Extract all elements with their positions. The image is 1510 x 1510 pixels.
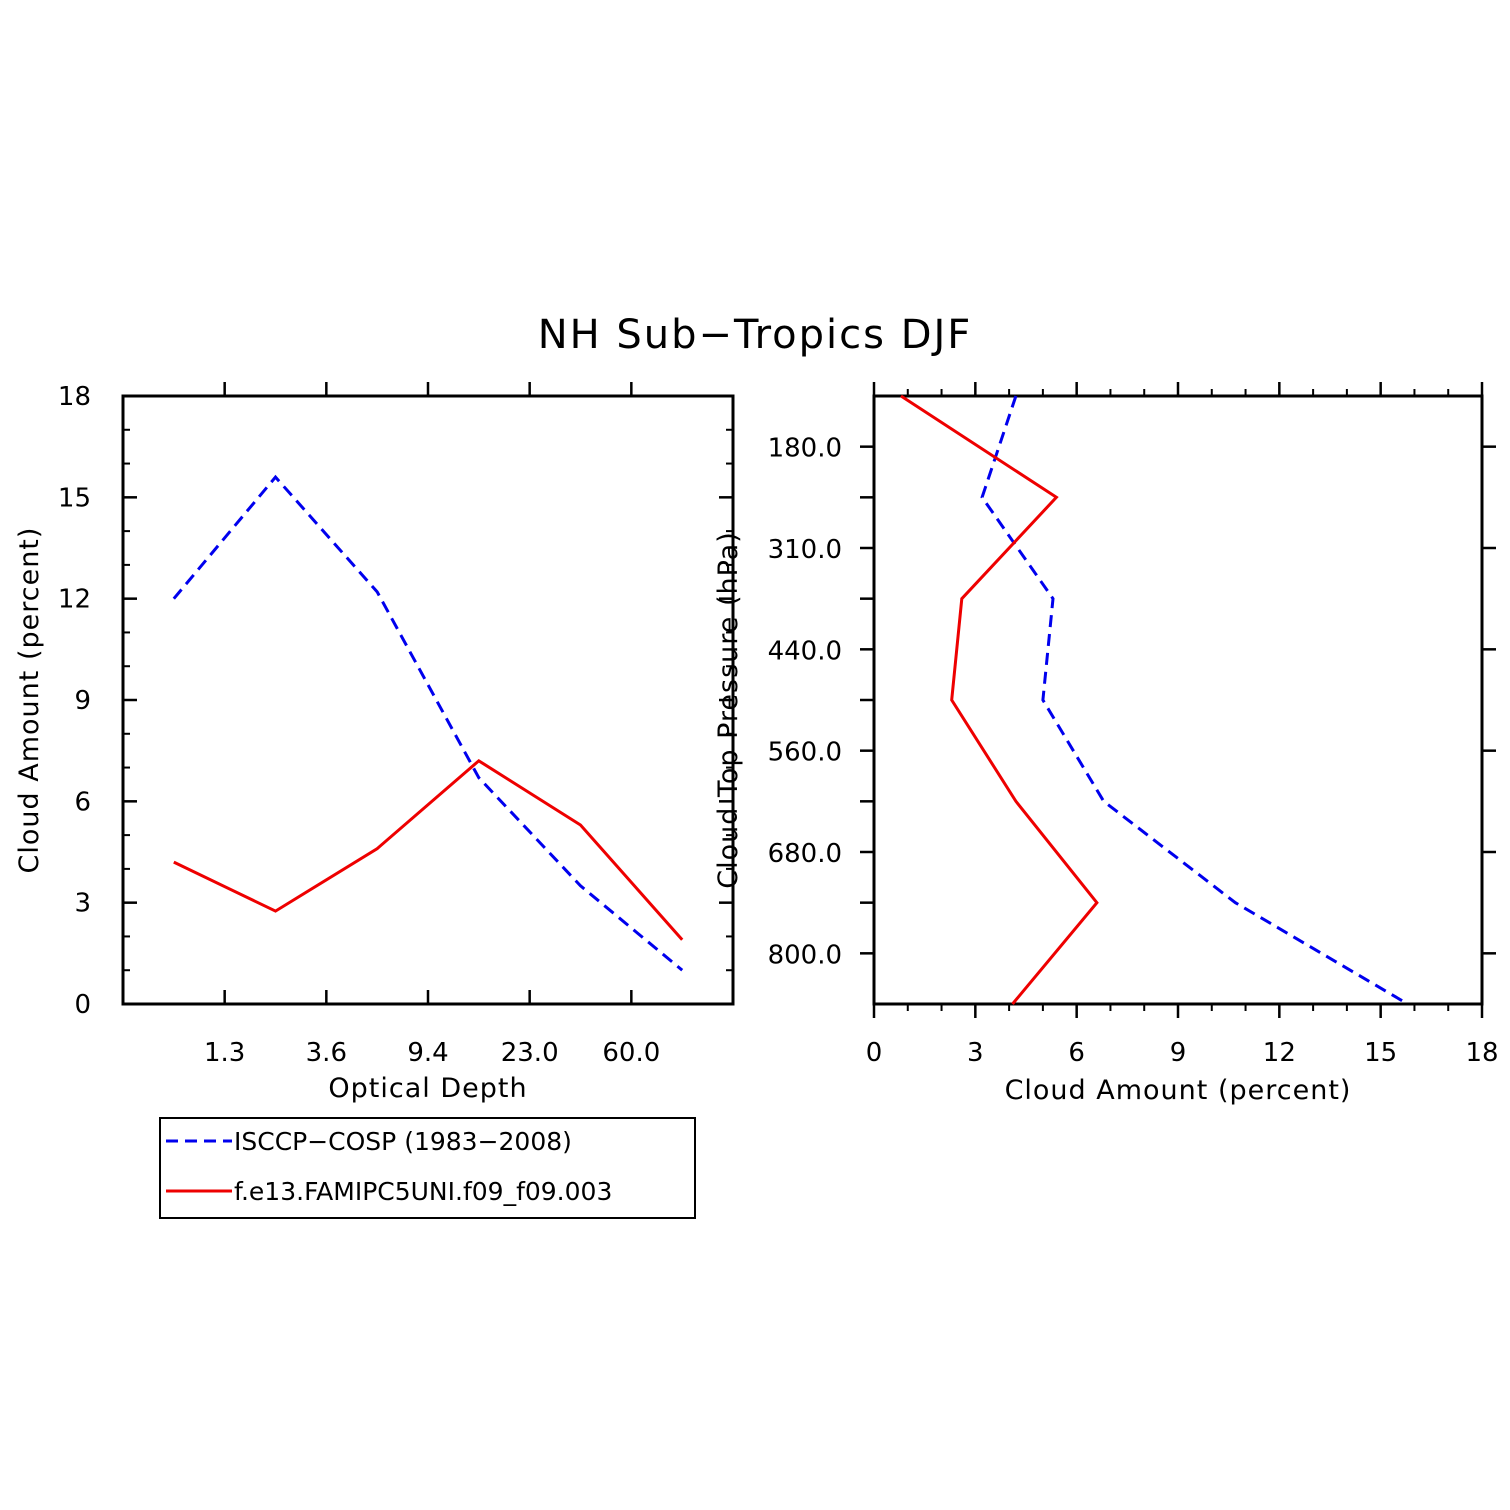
x-tick-label: 23.0	[501, 1038, 559, 1068]
y-axis-label: Cloud Top Pressure (hPa)	[713, 531, 744, 889]
chart-title: NH Sub−Tropics DJF	[538, 312, 973, 358]
legend-label: ISCCP−COSP (1983−2008)	[234, 1127, 572, 1156]
y-axis-label: Cloud Amount (percent)	[14, 527, 45, 874]
y-tick-label: 180.0	[768, 434, 842, 464]
y-tick-label: 0	[74, 990, 91, 1020]
x-axis-label: Cloud Amount (percent)	[1005, 1075, 1352, 1106]
x-tick-label: 0	[866, 1038, 883, 1068]
y-tick-label: 6	[74, 787, 91, 817]
series-line-obs	[172, 474, 684, 972]
x-tick-label: 12	[1263, 1038, 1296, 1068]
series-line-model	[173, 758, 684, 941]
y-tick-label: 18	[58, 382, 91, 412]
y-tick-label: 15	[58, 483, 91, 513]
x-tick-label: 18	[1465, 1038, 1498, 1068]
y-tick-label: 440.0	[768, 636, 842, 666]
legend-box	[159, 1117, 696, 1219]
x-axis-label: Optical Depth	[328, 1073, 527, 1104]
x-tick-label: 3	[967, 1038, 984, 1068]
series-line-obs	[980, 395, 1409, 1006]
y-tick-label: 800.0	[768, 940, 842, 970]
pressure-panel: 0 3 6 9 12 15 18 180.0 310.0 440.0 560.0 680.0 800.0…	[713, 382, 1499, 1106]
x-tick-label: 9.4	[407, 1038, 448, 1068]
x-tick-label: 6	[1068, 1038, 1085, 1068]
series-line-model	[900, 394, 1099, 1005]
y-tick-label: 3	[74, 889, 91, 919]
plot-frame	[872, 394, 1484, 1006]
y-tick-label: 310.0	[768, 535, 842, 565]
plot-frame	[121, 394, 735, 1006]
y-tick-label: 680.0	[768, 839, 842, 869]
legend: ISCCP−COSP (1983−2008) f.e13.FAMIPC5UNI.f…	[159, 1117, 696, 1219]
x-tick-label: 3.6	[306, 1038, 347, 1068]
y-tick-label: 12	[58, 585, 91, 615]
optical-depth-panel: 0 3 6 9 12 15 18 1.3 3.6 9.4 23.0 60.0 Optical Depth…	[14, 382, 735, 1104]
x-tick-label: 1.3	[204, 1038, 245, 1068]
legend-label: f.e13.FAMIPC5UNI.f09_f09.003	[234, 1177, 612, 1206]
y-tick-label: 9	[74, 686, 91, 716]
x-tick-label: 15	[1364, 1038, 1397, 1068]
x-tick-label: 9	[1170, 1038, 1187, 1068]
x-tick-label: 60.0	[602, 1038, 660, 1068]
y-tick-label: 560.0	[768, 738, 842, 768]
